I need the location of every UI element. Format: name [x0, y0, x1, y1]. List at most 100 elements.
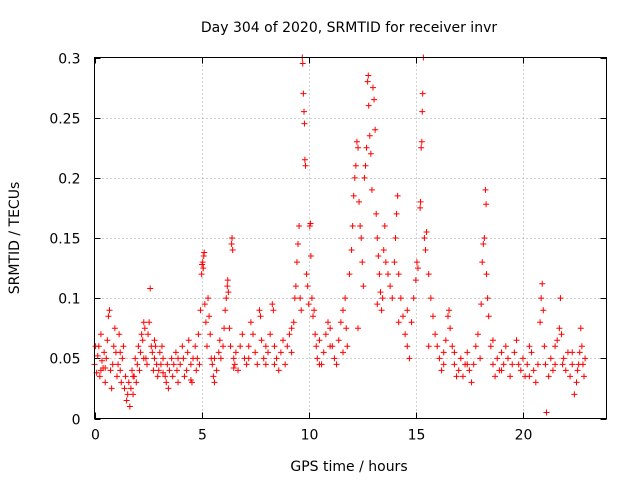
data-point [422, 247, 429, 254]
data-point [316, 337, 323, 344]
data-point [440, 361, 447, 368]
data-point [138, 331, 145, 338]
data-point [371, 96, 378, 103]
data-point [213, 367, 220, 374]
data-point [333, 361, 340, 368]
data-point [367, 150, 374, 157]
data-point [119, 355, 126, 362]
data-point [152, 343, 159, 350]
data-point [547, 355, 554, 362]
data-point [97, 331, 104, 338]
data-point [477, 355, 484, 362]
data-point [509, 361, 516, 368]
data-point [354, 325, 361, 332]
data-point [313, 343, 320, 350]
data-point [498, 367, 505, 374]
data-point [346, 271, 353, 278]
data-point [97, 367, 104, 374]
data-point [230, 355, 237, 362]
data-point [200, 265, 207, 272]
data-point [177, 361, 184, 368]
data-point [412, 277, 419, 284]
data-point [498, 349, 505, 356]
data-point [349, 222, 356, 229]
data-point [320, 349, 327, 356]
data-point [147, 285, 154, 292]
data-point [262, 343, 269, 350]
data-point [360, 283, 367, 290]
data-point [232, 349, 239, 356]
x-tick-labels: 0 5 10 15 20 [91, 428, 532, 444]
data-point [108, 385, 115, 392]
data-point [105, 313, 112, 320]
data-point [378, 307, 385, 314]
data-point [102, 364, 109, 371]
x-tick-label: 15 [408, 428, 426, 444]
data-point [449, 343, 456, 350]
data-point [206, 313, 213, 320]
data-point [562, 367, 569, 374]
data-point [556, 325, 563, 332]
data-point [492, 373, 499, 380]
data-point [540, 307, 547, 314]
data-point [581, 373, 588, 380]
data-point [374, 301, 381, 308]
data-point [350, 192, 357, 199]
data-point [489, 361, 496, 368]
data-point [222, 307, 229, 314]
data-point [325, 319, 332, 326]
data-point [139, 337, 146, 344]
data-point [136, 367, 143, 374]
data-point [483, 271, 490, 278]
data-point [331, 355, 338, 362]
data-point [464, 349, 471, 356]
data-point [215, 349, 222, 356]
data-point [197, 307, 204, 314]
data-point [243, 361, 250, 368]
data-point [344, 343, 351, 350]
gridlines [94, 57, 607, 419]
data-point [291, 295, 298, 302]
data-point [140, 319, 147, 326]
data-point [203, 343, 210, 350]
data-point [382, 259, 389, 266]
data-point [98, 357, 105, 364]
data-point [511, 349, 518, 356]
data-point [305, 301, 312, 308]
data-point [290, 319, 297, 326]
data-point [275, 367, 282, 374]
data-point [389, 295, 396, 302]
data-point [354, 144, 361, 151]
data-point [375, 253, 382, 260]
data-point [539, 280, 546, 287]
data-point [116, 331, 123, 338]
data-point [356, 198, 363, 205]
data-point [239, 331, 246, 338]
data-point [423, 228, 430, 235]
y-axis-title: SRMTID / TECUs [7, 182, 23, 295]
data-point [314, 355, 321, 362]
data-point [250, 331, 257, 338]
data-point [267, 331, 274, 338]
data-point [381, 222, 388, 229]
data-point [92, 343, 99, 350]
data-point [216, 337, 223, 344]
y-tick-label: 0 [72, 413, 81, 429]
data-point [169, 373, 176, 380]
data-point [513, 337, 520, 344]
data-point [140, 355, 147, 362]
data-point [117, 367, 124, 374]
data-point [107, 367, 114, 374]
data-point [201, 249, 208, 256]
data-point [156, 349, 163, 356]
data-point [359, 259, 366, 266]
data-point [459, 373, 466, 380]
data-point [221, 325, 228, 332]
data-point [104, 337, 111, 344]
data-point [235, 367, 242, 374]
data-point [225, 289, 232, 296]
data-point [397, 295, 404, 302]
data-point [387, 283, 394, 290]
data-point [554, 337, 561, 344]
